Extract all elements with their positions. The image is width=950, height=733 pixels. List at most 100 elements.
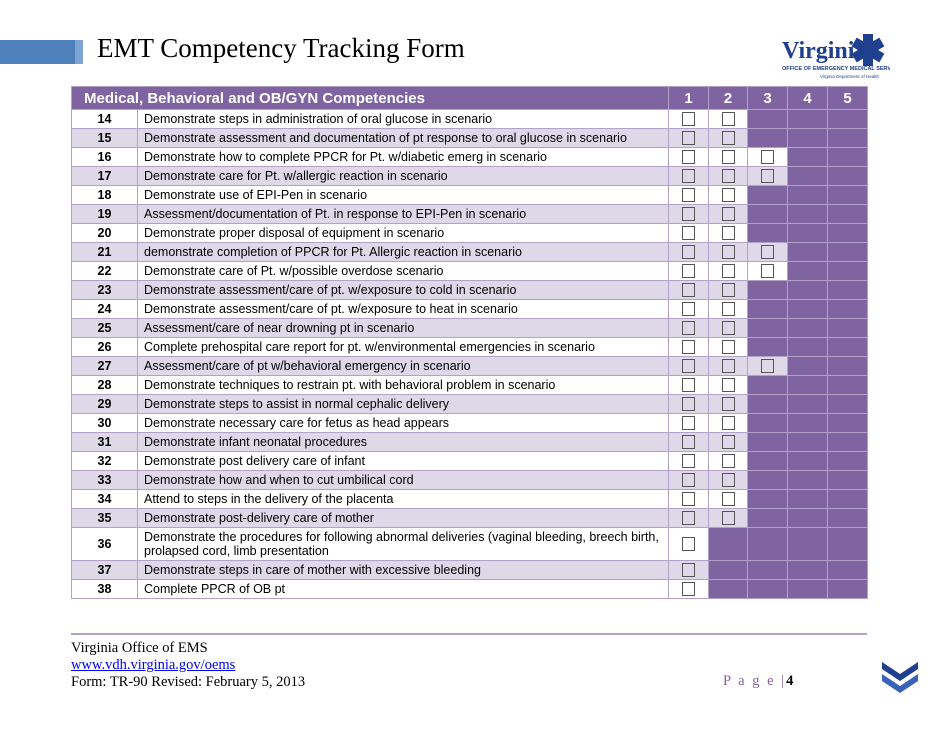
checkbox[interactable]: [721, 302, 735, 317]
checkbox-cell: [708, 451, 748, 471]
checkbox[interactable]: [721, 226, 735, 241]
disabled-cell: [747, 413, 788, 433]
column-header-4: 4: [787, 86, 828, 110]
table-row: 36 Demonstrate the procedures for followi…: [71, 527, 868, 561]
checkbox[interactable]: [721, 245, 735, 260]
checkbox[interactable]: [682, 435, 695, 450]
checkbox[interactable]: [682, 283, 695, 298]
checkbox[interactable]: [682, 492, 695, 507]
checkbox[interactable]: [721, 359, 735, 374]
disabled-cell: [827, 375, 868, 395]
row-number: 15: [71, 128, 138, 148]
table-row: 28 Demonstrate techniques to restrain pt.…: [71, 375, 868, 395]
svg-text:Virginia Department of Health: Virginia Department of Health: [820, 74, 879, 79]
checkbox-cell: [668, 128, 709, 148]
checkbox-cell: [708, 413, 748, 433]
disabled-cell: [787, 280, 828, 300]
checkbox[interactable]: [682, 321, 695, 336]
disabled-cell: [787, 337, 828, 357]
checkbox[interactable]: [761, 169, 774, 184]
checkbox[interactable]: [721, 416, 735, 431]
checkbox-cell: [668, 579, 709, 599]
checkbox[interactable]: [761, 264, 774, 279]
checkbox[interactable]: [721, 492, 735, 507]
checkbox-cell: [747, 261, 788, 281]
checkbox[interactable]: [721, 340, 735, 355]
checkbox[interactable]: [682, 340, 695, 355]
checkbox[interactable]: [721, 378, 735, 393]
row-description: Demonstrate assessment and documentation…: [137, 128, 669, 148]
checkbox[interactable]: [682, 188, 695, 203]
disabled-cell: [827, 489, 868, 509]
checkbox[interactable]: [682, 245, 695, 260]
footer-link[interactable]: www.vdh.virginia.gov/oems: [71, 657, 236, 673]
checkbox[interactable]: [682, 150, 695, 165]
disabled-cell: [787, 204, 828, 224]
table-row: 16 Demonstrate how to complete PPCR for P…: [71, 147, 868, 167]
checkbox[interactable]: [682, 264, 695, 279]
checkbox[interactable]: [682, 563, 695, 578]
row-number: 20: [71, 223, 138, 243]
checkbox[interactable]: [682, 378, 695, 393]
checkbox[interactable]: [721, 511, 735, 526]
checkbox[interactable]: [721, 207, 735, 222]
checkbox-cell: [668, 337, 709, 357]
checkbox[interactable]: [721, 264, 735, 279]
checkbox[interactable]: [682, 169, 695, 184]
checkbox-cell: [668, 432, 709, 452]
checkbox[interactable]: [761, 150, 774, 165]
checkbox[interactable]: [682, 302, 695, 317]
row-number: 17: [71, 166, 138, 186]
checkbox[interactable]: [682, 359, 695, 374]
row-number: 14: [71, 109, 138, 129]
checkbox[interactable]: [721, 112, 735, 127]
checkbox[interactable]: [721, 321, 735, 336]
checkbox[interactable]: [761, 245, 774, 260]
checkbox[interactable]: [682, 473, 695, 488]
checkbox-cell: [708, 223, 748, 243]
checkbox-cell: [747, 166, 788, 186]
checkbox[interactable]: [721, 188, 735, 203]
disabled-cell: [747, 470, 788, 490]
disabled-cell: [827, 242, 868, 262]
row-number: 19: [71, 204, 138, 224]
checkbox[interactable]: [721, 397, 735, 412]
checkbox[interactable]: [721, 435, 735, 450]
checkbox[interactable]: [682, 397, 695, 412]
checkbox[interactable]: [721, 131, 735, 146]
checkbox-cell: [708, 242, 748, 262]
checkbox[interactable]: [721, 169, 735, 184]
checkbox[interactable]: [761, 359, 774, 374]
disabled-cell: [708, 560, 748, 580]
checkbox[interactable]: [682, 416, 695, 431]
checkbox[interactable]: [682, 112, 695, 127]
row-number: 25: [71, 318, 138, 338]
checkbox[interactable]: [682, 537, 695, 552]
page-number: P a g e |4: [723, 673, 795, 690]
checkbox-cell: [668, 451, 709, 471]
disabled-cell: [747, 527, 788, 561]
disabled-cell: [827, 204, 868, 224]
checkbox[interactable]: [682, 207, 695, 222]
disabled-cell: [747, 223, 788, 243]
checkbox[interactable]: [721, 150, 735, 165]
table-row: 25 Assessment/care of near drowning pt in…: [71, 318, 868, 338]
checkbox[interactable]: [682, 226, 695, 241]
checkbox[interactable]: [682, 511, 695, 526]
table-row: 19 Assessment/documentation of Pt. in res…: [71, 204, 868, 224]
checkbox-cell: [668, 261, 709, 281]
checkbox-cell: [668, 166, 709, 186]
checkbox[interactable]: [682, 131, 695, 146]
disabled-cell: [747, 109, 788, 129]
row-number: 21: [71, 242, 138, 262]
disabled-cell: [747, 318, 788, 338]
checkbox[interactable]: [721, 473, 735, 488]
checkbox[interactable]: [682, 454, 695, 469]
disabled-cell: [827, 527, 868, 561]
checkbox[interactable]: [682, 582, 695, 597]
table-row: 26 Complete prehospital care report for p…: [71, 337, 868, 357]
checkbox[interactable]: [721, 454, 735, 469]
checkbox[interactable]: [721, 283, 735, 298]
row-description: Demonstrate techniques to restrain pt. w…: [137, 375, 669, 395]
checkbox-cell: [668, 204, 709, 224]
